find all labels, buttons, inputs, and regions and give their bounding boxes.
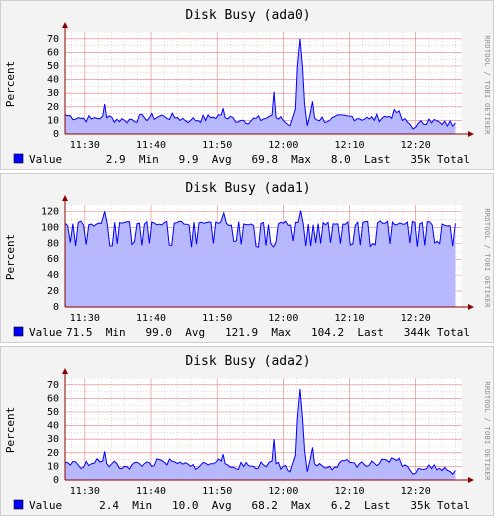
y-tick-label: 40	[47, 270, 59, 281]
chart-title: Disk Busy (ada1)	[185, 181, 310, 196]
y-axis-label: Percent	[4, 61, 17, 107]
y-tick-label: 100	[41, 222, 59, 233]
y-tick-label: 0	[53, 129, 59, 140]
x-tick-label: 11:30	[70, 486, 100, 497]
x-tick-label: 12:20	[401, 313, 431, 324]
y-axis-arrow	[62, 22, 68, 28]
y-tick-label: 40	[47, 75, 59, 86]
series-area	[65, 38, 456, 134]
y-tick-label: 60	[47, 393, 59, 404]
y-tick-label: 20	[47, 286, 59, 297]
x-tick-label: 11:30	[70, 313, 100, 324]
chart-panel-ada2: Disk Busy (ada2) Percent RRDTOOL / TOBI OE…	[0, 346, 494, 516]
x-tick-label: 11:30	[70, 140, 100, 151]
legend-swatch	[13, 153, 24, 164]
legend-label: Value	[29, 326, 62, 339]
legend-label: Value	[29, 499, 62, 512]
x-tick-label: 11:50	[202, 313, 232, 324]
legend-stats: 2.4 Min 10.0 Avg 68.2 Max 6.2 Last 35k T…	[99, 499, 470, 512]
y-tick-label: 80	[47, 238, 59, 249]
legend-swatch	[13, 499, 24, 510]
chart-title: Disk Busy (ada2)	[185, 354, 310, 369]
y-tick-label: 70	[47, 34, 59, 45]
series-line	[64, 388, 456, 475]
y-tick-label: 30	[47, 434, 59, 445]
x-tick-label: 12:00	[268, 140, 298, 151]
x-tick-label: 12:00	[268, 486, 298, 497]
chart-panel-ada1: Disk Busy (ada1) Percent RRDTOOL / TOBI OE…	[0, 173, 494, 343]
y-tick-label: 0	[53, 302, 59, 313]
y-tick-label: 10	[47, 115, 59, 126]
x-tick-label: 12:20	[401, 140, 431, 151]
x-tick-label: 11:40	[136, 140, 166, 151]
disk-busy-ada2-chart: Disk Busy (ada2) Percent RRDTOOL / TOBI OE…	[4, 354, 491, 512]
y-tick-label: 60	[47, 47, 59, 58]
x-tick-label: 12:10	[334, 313, 364, 324]
y-tick-label: 50	[47, 61, 59, 72]
rrdtool-watermark: RRDTOOL / TOBI OETIKER	[483, 381, 491, 481]
y-axis-label: Percent	[4, 407, 17, 453]
chart-title: Disk Busy (ada0)	[185, 8, 310, 23]
y-tick-label: 70	[47, 380, 59, 391]
x-tick-label: 12:00	[268, 313, 298, 324]
y-tick-label: 60	[47, 254, 59, 265]
y-tick-label: 40	[47, 421, 59, 432]
series-line	[64, 38, 456, 130]
legend-swatch	[13, 326, 24, 337]
chart-panel-ada0: Disk Busy (ada0) Percent RRDTOOL / TOBI OE…	[0, 0, 494, 170]
series-area	[65, 210, 456, 307]
series-area	[65, 388, 456, 480]
x-tick-label: 11:50	[202, 140, 232, 151]
y-tick-label: 10	[47, 461, 59, 472]
legend-stats: 71.5 Min 99.0 Avg 121.9 Max 104.2 Last 3…	[66, 326, 470, 339]
y-tick-label: 20	[47, 102, 59, 113]
x-tick-label: 11:40	[136, 313, 166, 324]
series-line	[64, 210, 456, 248]
y-tick-label: 50	[47, 407, 59, 418]
x-tick-label: 12:10	[334, 486, 364, 497]
legend-stats: 2.9 Min 9.9 Avg 69.8 Max 8.0 Last 35k To…	[106, 153, 470, 166]
y-tick-label: 20	[47, 448, 59, 459]
x-tick-label: 12:20	[401, 486, 431, 497]
y-tick-label: 120	[41, 206, 59, 217]
x-axis-arrow	[468, 477, 474, 483]
rrdtool-watermark: RRDTOOL / TOBI OETIKER	[483, 35, 491, 135]
x-tick-label: 11:40	[136, 486, 166, 497]
x-tick-label: 12:10	[334, 140, 364, 151]
y-tick-label: 0	[53, 475, 59, 486]
y-tick-label: 30	[47, 88, 59, 99]
x-tick-label: 11:50	[202, 486, 232, 497]
legend-label: Value	[29, 153, 62, 166]
disk-busy-ada1-chart: Disk Busy (ada1) Percent RRDTOOL / TOBI OE…	[4, 181, 491, 339]
y-axis-arrow	[62, 195, 68, 201]
x-axis-arrow	[468, 131, 474, 137]
y-axis-label: Percent	[4, 234, 17, 280]
x-axis-arrow	[468, 304, 474, 310]
disk-busy-ada0-chart: Disk Busy (ada0) Percent RRDTOOL / TOBI OE…	[4, 8, 491, 166]
rrdtool-watermark: RRDTOOL / TOBI OETIKER	[483, 208, 491, 308]
y-axis-arrow	[62, 368, 68, 374]
